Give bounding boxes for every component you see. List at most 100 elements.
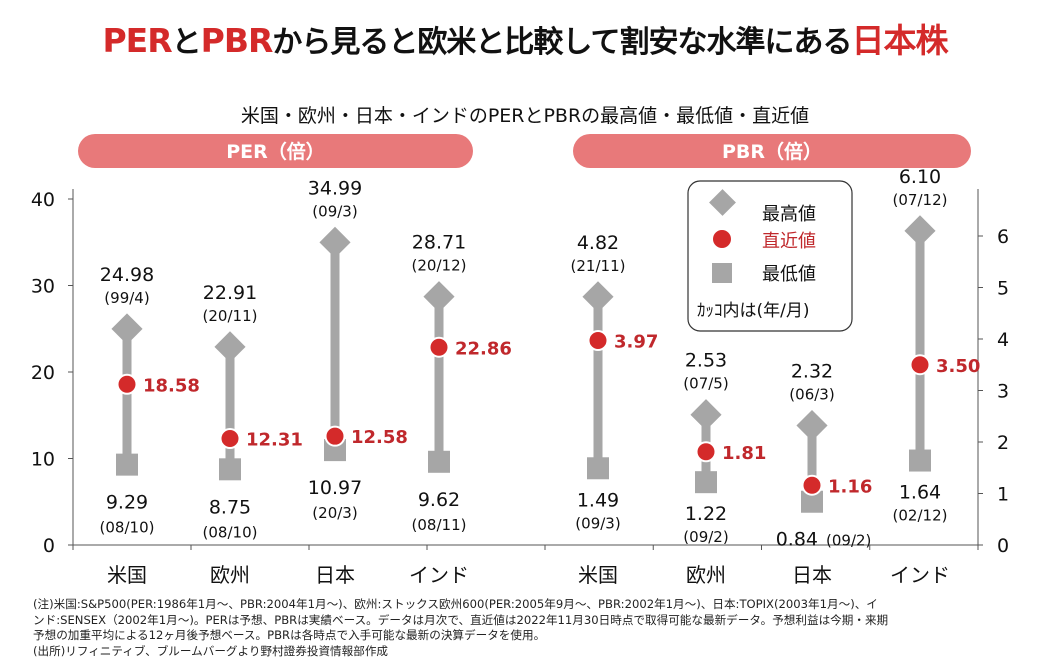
range-bar (807, 425, 817, 502)
recent-value-label: 22.86 (455, 338, 512, 359)
high-marker (690, 399, 722, 431)
legend-circle-icon (711, 228, 733, 250)
high-date-label: (07/5) (683, 375, 728, 393)
high-value-label: 28.71 (412, 232, 466, 254)
headline-japan: 日本株 (851, 21, 949, 60)
category-label: 欧州 (210, 563, 250, 587)
y-tick-label: 5 (997, 278, 1009, 300)
high-marker (796, 409, 828, 442)
legend-recent-label: 直近値 (762, 231, 816, 252)
headline: PERとPBRから見ると欧米と比較して割安な水準にある日本株 (0, 14, 1050, 62)
high-marker (111, 313, 143, 345)
high-value-label: 2.53 (685, 350, 727, 372)
range-bar (330, 242, 340, 451)
low-marker (587, 457, 609, 480)
low-value-label: 1.22 (685, 503, 727, 525)
high-value-label: 22.91 (203, 282, 257, 304)
legend: 最高値 直近値 最低値 ｶｯｺ内は(年/月) (687, 180, 853, 332)
range-bar (593, 296, 603, 469)
headline-body: から見ると欧米と比較して割安な水準にある (272, 25, 852, 60)
panel-title: PER（倍） (226, 140, 325, 163)
high-value-label: 2.32 (791, 361, 833, 383)
low-date-label: (20/3) (312, 504, 357, 522)
y-tick-label: 1 (997, 484, 1009, 506)
y-tick-label: 0 (43, 535, 55, 557)
low-value-label: 8.75 (209, 496, 251, 518)
footnote-line: 予想の加重平均による12ヶ月後予想ベース。PBRは各時点で入手可能な最新の決算デ… (33, 628, 546, 643)
range-bar (225, 346, 235, 470)
y-tick-label: 0 (997, 535, 1009, 557)
low-marker (801, 490, 823, 513)
y-tick-label: 10 (31, 449, 55, 471)
recent-marker (324, 425, 346, 447)
y-tick-label: 6 (997, 226, 1009, 248)
high-date-label: (06/3) (789, 386, 834, 404)
legend-square-icon (712, 263, 732, 283)
low-value-label: 1.49 (577, 489, 619, 511)
low-marker (428, 450, 450, 473)
recent-value-label: 12.58 (351, 427, 408, 448)
category-label: 日本 (792, 563, 832, 587)
per-pbr-chart: PBR（倍） 0 1 2 3 4 5 6 4.82 (21/11) 3.97 1.49 (09/3) 米国… (31, 134, 1009, 587)
panel-header-band (573, 134, 971, 168)
recent-marker (587, 330, 609, 352)
low-date-label: (02/12) (893, 507, 948, 525)
headline-per: PER (102, 21, 173, 60)
high-value-label: 24.98 (100, 264, 154, 286)
high-date-label: (09/3) (312, 202, 357, 220)
low-date-label: (08/10) (100, 519, 155, 537)
source-line: (出所)リフィニティブ、ブルームバーグより野村證券投資情報部作成 (33, 643, 389, 658)
recent-marker (428, 336, 450, 358)
y-tick-label: 3 (997, 381, 1009, 403)
low-value-label: 9.29 (106, 492, 148, 514)
high-date-label: (07/12) (893, 191, 948, 209)
recent-value-label: 3.97 (614, 332, 658, 353)
high-marker (582, 281, 614, 313)
low-date-label: (09/2) (826, 532, 871, 550)
legend-box (687, 180, 853, 332)
low-marker (219, 458, 241, 481)
recent-marker (695, 441, 717, 463)
range-bar (122, 328, 132, 465)
high-date-label: (99/4) (104, 289, 149, 307)
recent-marker (219, 428, 241, 450)
category-label: インド (409, 563, 469, 587)
headline-pbr: PBR (200, 21, 274, 60)
y-tick-label: 40 (31, 189, 55, 211)
legend-low-label: 最低値 (762, 264, 816, 285)
recent-value-label: 12.31 (246, 430, 303, 451)
high-value-label: 4.82 (577, 232, 619, 254)
category-label: 米国 (107, 563, 147, 587)
low-marker (116, 453, 138, 476)
panel-header-band (78, 134, 473, 168)
recent-marker (116, 373, 138, 395)
high-marker (319, 226, 351, 258)
high-marker (904, 215, 936, 247)
range-bar (915, 230, 925, 461)
panel-per: PER（倍） 0 10 20 30 40 24.98 (99/4) 18.58 9.29 (08/1… (31, 134, 546, 587)
chart-subtitle: 米国・欧州・日本・インドのPERとPBRの最高値・最低値・直近値 (240, 105, 810, 127)
high-marker (423, 281, 455, 313)
headline-to: と (171, 25, 202, 60)
panel-title: PBR（倍） (722, 140, 822, 163)
high-date-label: (20/11) (203, 307, 258, 325)
recent-value-label: 18.58 (143, 375, 200, 396)
category-label: 欧州 (686, 563, 726, 587)
y-tick-label: 2 (997, 432, 1009, 454)
recent-value-label: 1.81 (722, 443, 766, 464)
low-value-label: 9.62 (418, 489, 460, 511)
low-value-label: 1.64 (899, 482, 941, 504)
category-label: 米国 (578, 563, 618, 587)
recent-value-label: 3.50 (936, 356, 980, 377)
footnotes: (注)米国:S&P500(PER:1986年1月～、PBR:2004年1月～)、… (33, 597, 1023, 659)
low-value-label: 10.97 (308, 477, 362, 499)
low-marker (909, 449, 931, 472)
panel-pbr: PBR（倍） 0 1 2 3 4 5 6 4.82 (21/11) 3.97 1.49 (09/3) 米国… (544, 134, 1009, 587)
high-date-label: (20/12) (412, 257, 467, 275)
recent-value-label: 1.16 (828, 476, 872, 497)
recent-marker (801, 474, 823, 496)
y-tick-label: 30 (31, 276, 55, 298)
low-date-label: (08/11) (412, 516, 467, 534)
legend-note: ｶｯｺ内は(年/月) (697, 301, 810, 321)
low-date-label: (09/2) (683, 528, 728, 546)
